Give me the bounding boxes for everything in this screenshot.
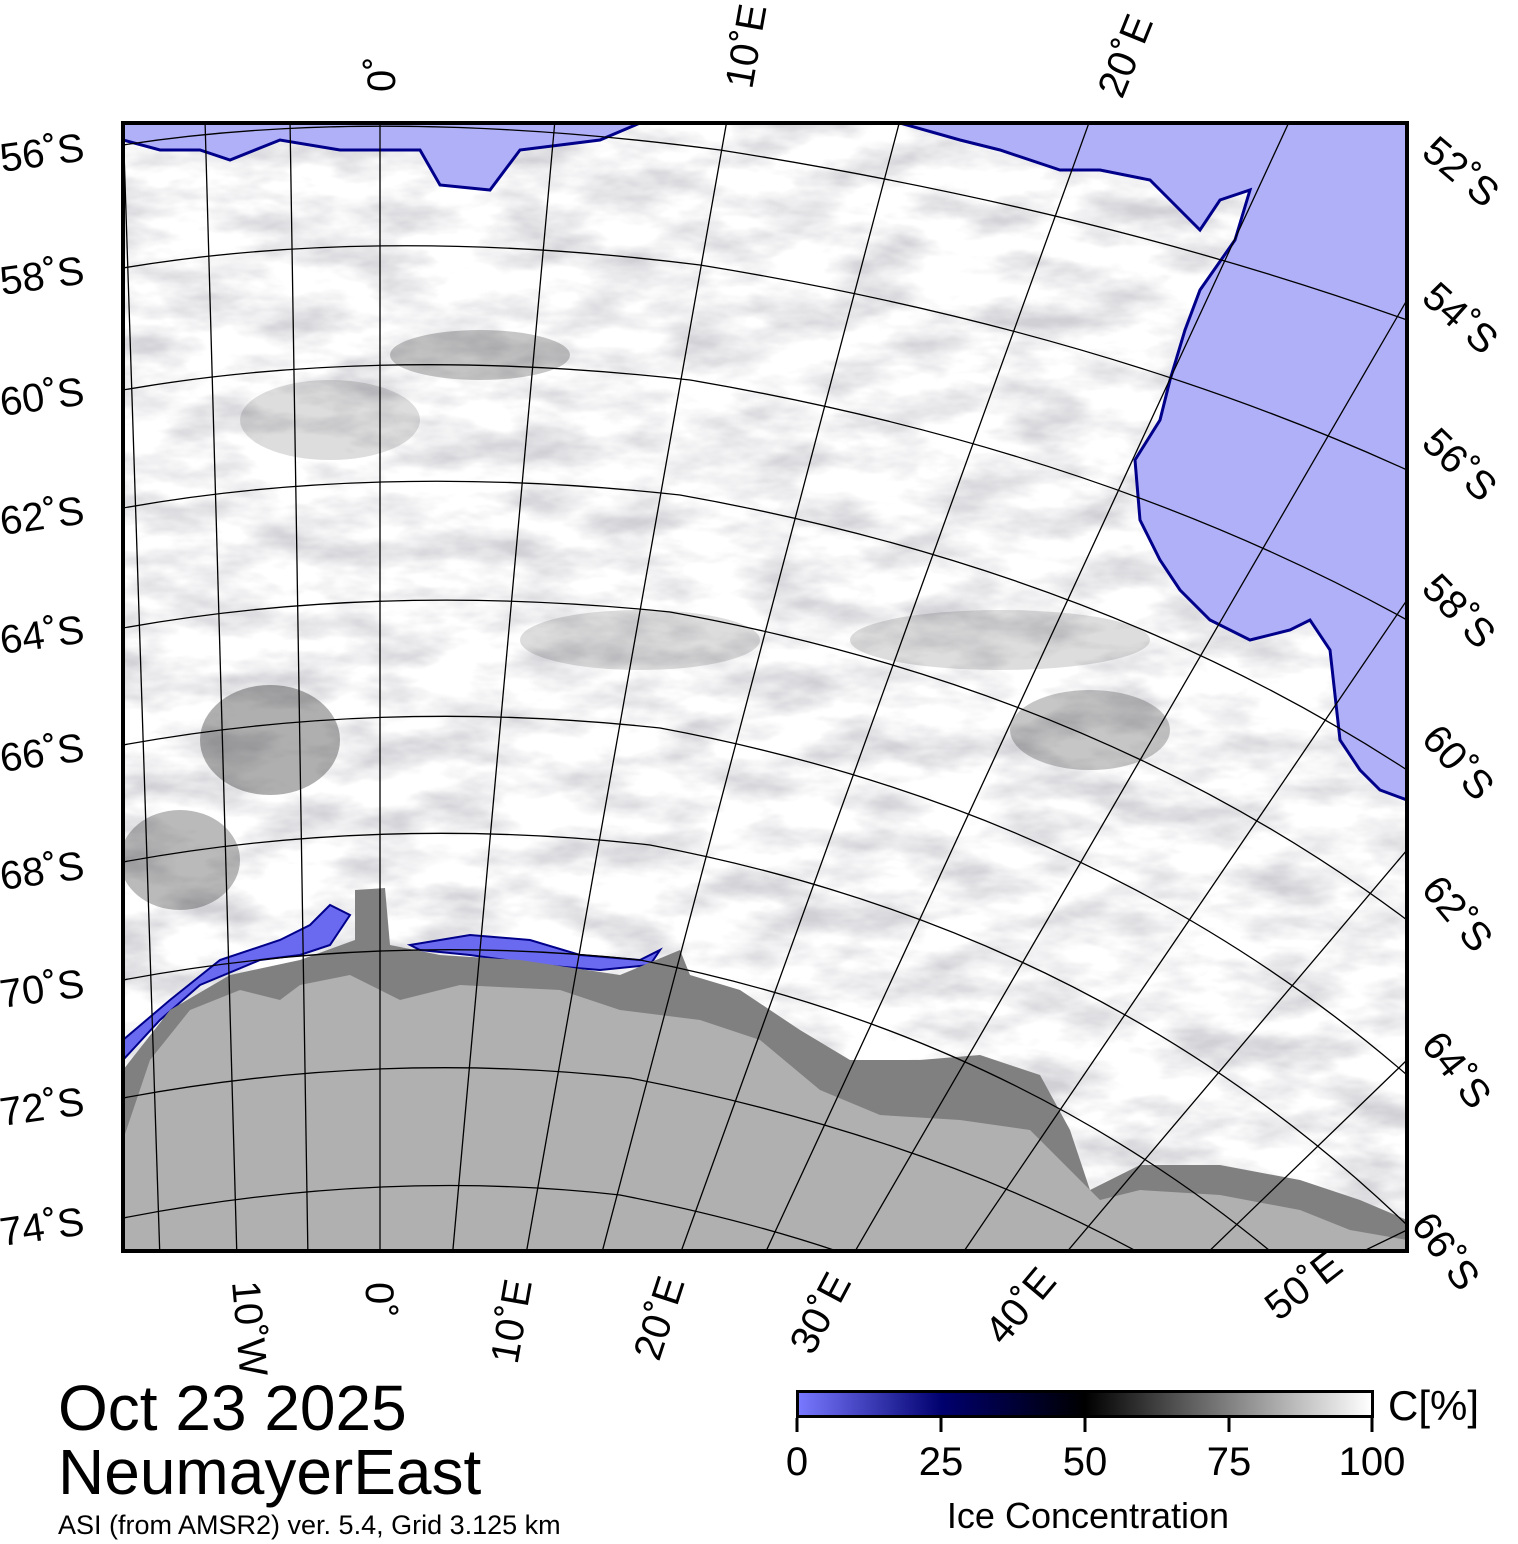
lat-label: 66˚S — [0, 726, 87, 781]
lat-label: 52˚S — [1414, 128, 1507, 216]
lat-label: 66˚S — [1403, 1204, 1488, 1298]
bottom-longitude-labels: 10˚W 0˚ 10˚E 20˚E 30˚E 40˚E 50˚E — [223, 1242, 1351, 1378]
colorbar-unit: C[%] — [1388, 1382, 1480, 1429]
colorbar-tick-label: 50 — [1062, 1440, 1108, 1484]
data-source: ASI (from AMSR2) ver. 5.4, Grid 3.125 km — [58, 1510, 561, 1540]
coastal-polynya — [406, 933, 663, 972]
lat-label: 72˚S — [0, 1080, 87, 1135]
lat-label: 56˚S — [0, 126, 87, 181]
region-name: NeumayerEast — [58, 1436, 482, 1508]
antarctic-land — [123, 975, 1407, 1251]
colorbar-tick-mark — [939, 1418, 943, 1432]
low-concentration-patches — [123, 330, 1170, 910]
lat-label: 60˚S — [0, 370, 87, 425]
lon-label: 20˚E — [1090, 9, 1162, 104]
colorbar-title: Ice Concentration — [946, 1495, 1230, 1536]
colorbar-tick-mark — [795, 1418, 799, 1432]
lon-label: 10˚E — [718, 1, 776, 92]
colorbar-tick-mark — [1370, 1418, 1374, 1432]
lat-label: 74˚S — [0, 1200, 87, 1255]
map-frame — [121, 121, 1409, 1253]
colorbar-tick-mark — [1083, 1418, 1087, 1432]
colorbar-tick-label: 25 — [918, 1440, 964, 1484]
lat-label: 68˚S — [0, 844, 87, 899]
lon-label: 40˚E — [977, 1260, 1065, 1353]
lon-label: 0˚ — [360, 56, 404, 92]
lat-label: 70˚S — [0, 962, 87, 1017]
left-latitude-labels: 56˚S 58˚S 60˚S 62˚S 64˚S 66˚S 68˚S 70˚S … — [0, 126, 87, 1255]
top-longitude-labels: 0˚ 10˚E 20˚E — [360, 1, 1162, 104]
latitude-lines — [123, 125, 1407, 1251]
lat-label: 54˚S — [1414, 274, 1506, 363]
lat-label: 62˚S — [1413, 868, 1501, 961]
lon-label: 20˚E — [626, 1271, 694, 1365]
lon-label: 0˚ — [357, 1282, 401, 1318]
lat-label: 64˚S — [1413, 1023, 1500, 1117]
lon-label: 10˚E — [483, 1276, 541, 1367]
lat-label: 56˚S — [1414, 420, 1505, 510]
colorbar-tick-label: 100 — [1338, 1440, 1406, 1484]
lon-label: 10˚W — [223, 1279, 275, 1378]
colorbar-tick-label: 75 — [1206, 1440, 1252, 1484]
lon-label: 50˚E — [1257, 1242, 1351, 1329]
lat-label: 64˚S — [0, 608, 87, 663]
map-date: Oct 23 2025 — [58, 1372, 407, 1444]
lat-label: 58˚S — [0, 249, 87, 304]
open-water-east — [899, 123, 1407, 802]
colorbar — [796, 1390, 1374, 1418]
lon-label: 30˚E — [781, 1266, 860, 1361]
lat-label: 58˚S — [1414, 566, 1504, 657]
right-latitude-labels: 52˚S 54˚S 56˚S 58˚S 60˚S 62˚S 64˚S 66˚S — [1403, 128, 1508, 1298]
colorbar-tick-label: 0 — [785, 1440, 809, 1484]
longitude-lines — [123, 123, 1407, 1251]
lat-label: 62˚S — [0, 489, 87, 544]
colorbar-tick-mark — [1227, 1418, 1231, 1432]
lat-label: 60˚S — [1413, 717, 1502, 809]
coastal-polynya-west — [123, 903, 352, 1062]
